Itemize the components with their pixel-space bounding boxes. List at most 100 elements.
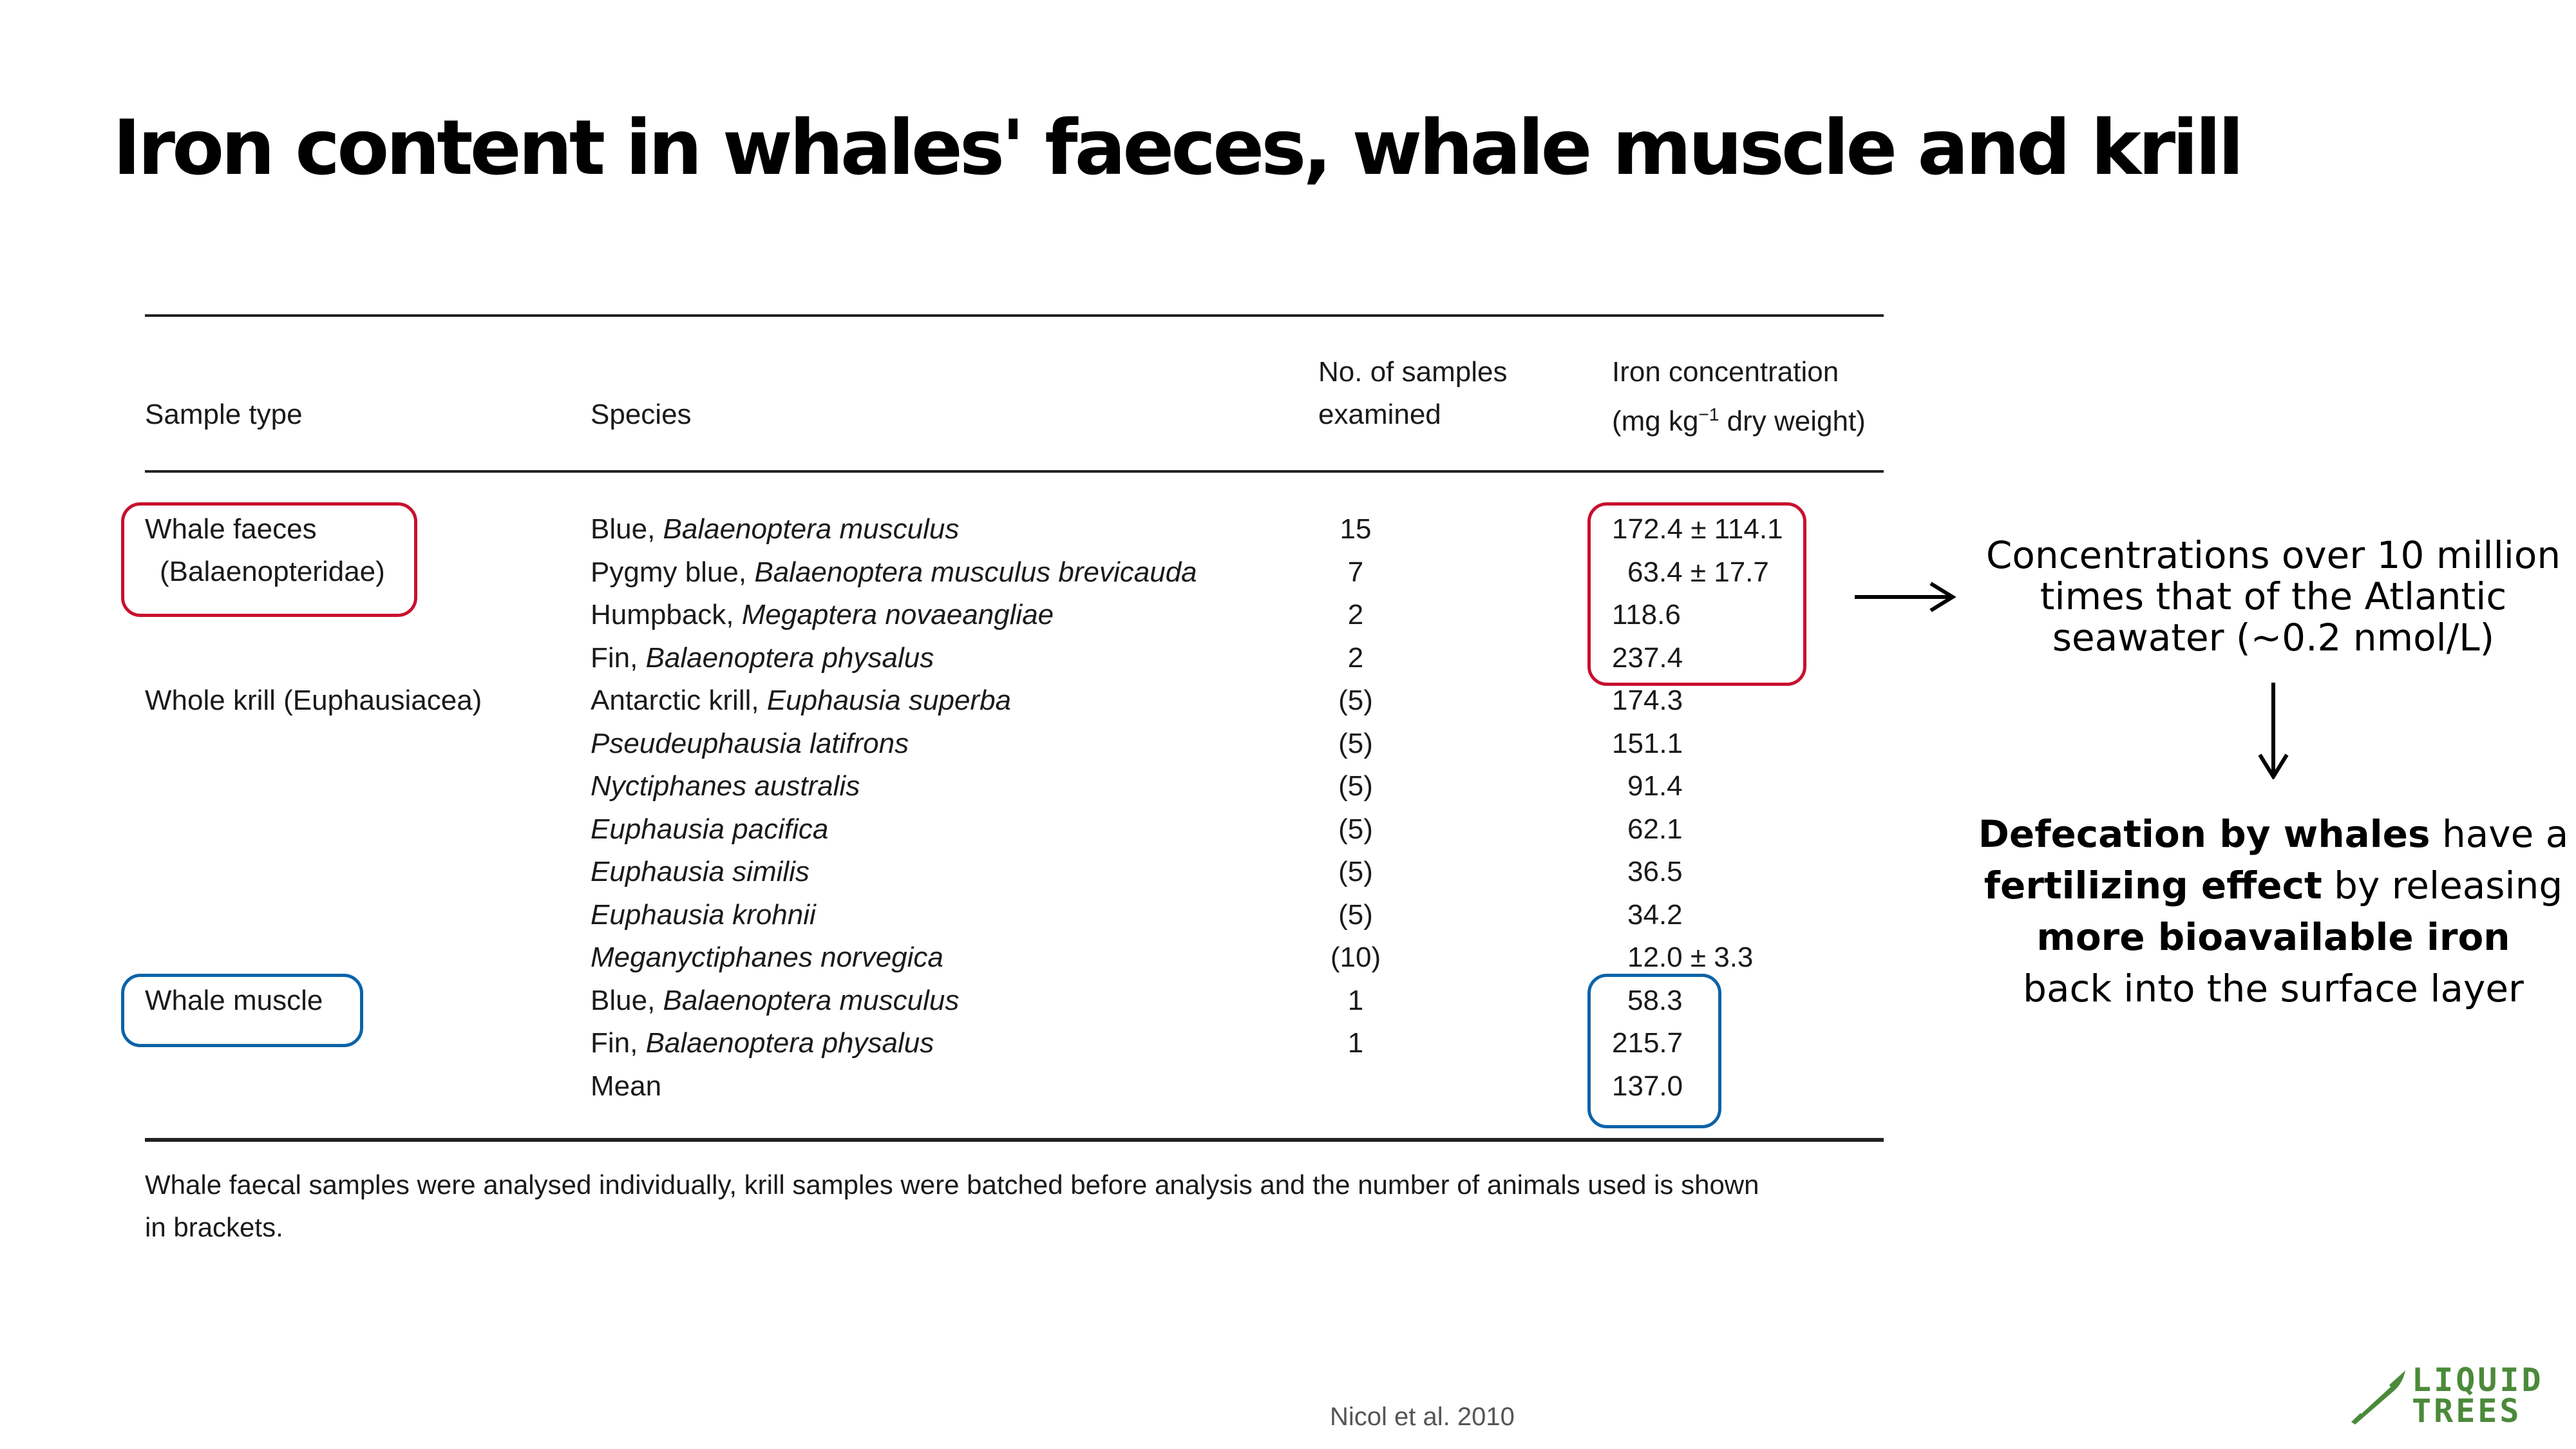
liquid-trees-logo: LIQUID TREES	[2347, 1360, 2550, 1431]
species-common-name: Blue,	[591, 985, 663, 1016]
species-latin-name: Euphausia similis	[591, 856, 810, 887]
table-row-species: Blue, Balaenoptera musculus	[591, 981, 959, 1020]
table-bottom-rule	[145, 1138, 1884, 1142]
species-latin-name: Balaenoptera musculus	[663, 985, 960, 1016]
conclusion-bold-1: Defecation by whales	[1978, 812, 2430, 856]
species-common-name: Mean	[591, 1070, 662, 1102]
table-row-iron: 118.6	[1612, 599, 1681, 630]
species-latin-name: Euphausia superba	[766, 685, 1012, 716]
table-row-samples: (5)	[1338, 813, 1373, 845]
table-row-samples: 7	[1347, 556, 1364, 588]
conclusion-text: Defecation by whales have a fertilizing …	[1971, 808, 2576, 1014]
header-sample-type: Sample type	[145, 399, 303, 430]
citation: Nicol et al. 2010	[1330, 1403, 1515, 1431]
table-row-samples: (5)	[1338, 899, 1373, 931]
table-row-species: Pygmy blue, Balaenoptera musculus brevic…	[591, 553, 1197, 592]
table-row-iron: 237.4	[1612, 642, 1683, 674]
table-row-species: Humpback, Megaptera novaeangliae	[591, 596, 1054, 634]
table-row-iron: 172.4 ± 114.1	[1612, 513, 1783, 545]
logo-line2: TREES	[2412, 1392, 2522, 1430]
table-row-samples: 2	[1347, 599, 1364, 630]
callout-line2: times that of the Atlantic	[2040, 574, 2507, 618]
highlight-faeces-values	[1587, 502, 1806, 686]
table-row-species: Meganyctiphanes norvegica	[591, 938, 943, 977]
table-row-iron: 215.7	[1612, 1027, 1683, 1059]
conclusion-line2: fertilizing effect by releasing	[1971, 860, 2576, 911]
arrow-down-icon	[2258, 683, 2289, 779]
header-iron-exponent: −1	[1698, 404, 1719, 424]
species-common-name: Antarctic krill,	[591, 685, 767, 716]
table-row-species: Euphausia pacifica	[591, 810, 828, 849]
table-row-iron: 62.1	[1627, 813, 1683, 845]
conclusion-line3: more bioavailable iron	[1971, 911, 2576, 963]
species-common-name: Pygmy blue,	[591, 556, 755, 588]
table-footnote-line2: in brackets.	[145, 1212, 283, 1242]
header-iron-dry-weight: dry weight)	[1719, 405, 1866, 437]
table-row-samples: (5)	[1338, 770, 1373, 802]
species-latin-name: Meganyctiphanes norvegica	[591, 942, 943, 973]
species-latin-name: Euphausia krohnii	[591, 899, 816, 931]
species-latin-name: Balaenoptera physalus	[645, 642, 934, 674]
species-common-name: Humpback,	[591, 599, 742, 630]
highlight-muscle-values	[1587, 974, 1721, 1128]
table-row-iron: 137.0	[1612, 1070, 1683, 1102]
table-header-rule	[145, 470, 1884, 473]
table-row-iron: 63.4 ± 17.7	[1627, 556, 1769, 588]
species-latin-name: Pseudeuphausia latifrons	[591, 728, 909, 759]
table-row-species: Euphausia krohnii	[591, 896, 816, 934]
table-row-samples: 15	[1340, 513, 1372, 545]
species-common-name: Fin,	[591, 1027, 646, 1059]
species-common-name: Fin,	[591, 642, 646, 674]
table-row-samples: (5)	[1338, 856, 1373, 887]
conclusion-bold-2: fertilizing effect	[1984, 864, 2322, 907]
header-samples-line2: examined	[1318, 399, 1441, 430]
table-top-rule	[145, 314, 1884, 317]
table-row-iron: 34.2	[1627, 899, 1683, 931]
conclusion-bold-3: more bioavailable iron	[2036, 915, 2510, 959]
table-footnote-line1: Whale faecal samples were analysed indiv…	[145, 1170, 1759, 1200]
species-latin-name: Nyctiphanes australis	[591, 770, 860, 802]
table-row-species: Pseudeuphausia latifrons	[591, 724, 909, 763]
table-row-species: Nyctiphanes australis	[591, 767, 860, 806]
header-samples-line1: No. of samples	[1318, 356, 1508, 388]
table-row-samples: (10)	[1330, 942, 1381, 973]
species-latin-name: Balaenoptera musculus	[663, 513, 960, 545]
table-row-iron: 91.4	[1627, 770, 1683, 802]
species-latin-name: Megaptera novaeangliae	[741, 599, 1054, 630]
header-iron-line2: (mg kg−1 dry weight)	[1612, 395, 1866, 441]
group-whale-faeces: Whale faeces	[145, 513, 317, 545]
callout-line1: Concentrations over 10 million	[1985, 533, 2561, 577]
species-common-name: Blue,	[591, 513, 663, 545]
table-row-iron: 58.3	[1627, 985, 1683, 1016]
conclusion-line1: Defecation by whales have a	[1971, 808, 2576, 860]
table-row-iron: 12.0 ± 3.3	[1627, 942, 1754, 973]
species-latin-name: Euphausia pacifica	[591, 813, 829, 845]
table-row-samples: (5)	[1338, 685, 1373, 716]
callout-line3: seawater (~0.2 nmol/L)	[2052, 616, 2495, 659]
table-row-species: Euphausia similis	[591, 853, 810, 891]
callout-text: Concentrations over 10 million times tha…	[1971, 535, 2576, 658]
table-row-species: Antarctic krill, Euphausia superba	[591, 681, 1011, 720]
table-row-iron: 36.5	[1627, 856, 1683, 887]
arrow-right-icon	[1855, 582, 1956, 612]
group-whole-krill: Whole krill (Euphausiacea)	[145, 685, 482, 716]
conclusion-rest-1: have a	[2430, 812, 2569, 856]
highlight-muscle-label	[121, 974, 363, 1047]
table-row-samples: 1	[1347, 1027, 1364, 1059]
table-row-species: Blue, Balaenoptera musculus	[591, 510, 959, 549]
header-iron-unit: (mg kg	[1612, 405, 1699, 437]
group-whale-faeces-family: (Balaenopteridae)	[160, 556, 385, 587]
header-iron-line1: Iron concentration	[1612, 356, 1839, 388]
species-latin-name: Balaenoptera musculus brevicauda	[754, 556, 1197, 588]
species-latin-name: Balaenoptera physalus	[645, 1027, 934, 1059]
conclusion-rest-2: by releasing	[2322, 864, 2563, 907]
conclusion-line4: back into the surface layer	[2023, 967, 2524, 1010]
table-row-samples: (5)	[1338, 728, 1373, 759]
table-row-species: Mean	[591, 1067, 661, 1106]
highlight-faeces-label	[121, 502, 417, 617]
leaf-pen-icon	[2351, 1370, 2405, 1425]
table-row-iron: 174.3	[1612, 685, 1683, 716]
group-whale-muscle: Whale muscle	[145, 985, 323, 1016]
table-row-samples: 2	[1347, 642, 1364, 674]
logo-line1: LIQUID	[2412, 1361, 2544, 1399]
